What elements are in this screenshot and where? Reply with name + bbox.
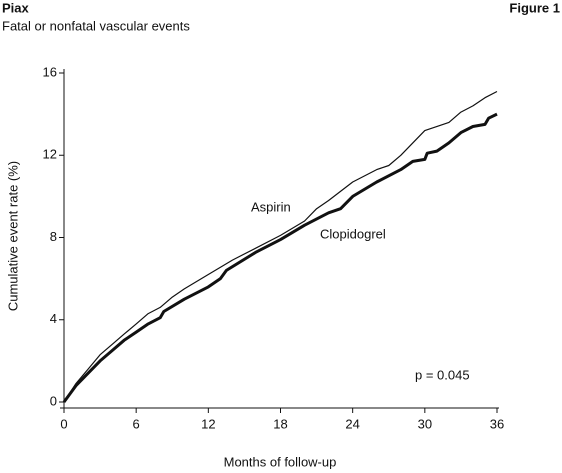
y-tick-label: 4 (50, 311, 57, 326)
chart-title: Piax (2, 0, 30, 15)
x-tick-label: 24 (345, 416, 359, 431)
x-tick-label: 36 (490, 416, 504, 431)
p-value: p = 0.045 (415, 367, 470, 382)
y-tick-label: 12 (43, 147, 57, 162)
series-line (63, 90, 498, 403)
series-label: Aspirin (251, 199, 291, 214)
y-tick-label: 16 (43, 64, 57, 79)
x-tick-label: 12 (201, 416, 215, 431)
x-tick-label: 30 (418, 416, 432, 431)
chart-subtitle: Fatal or nonfatal vascular events (2, 18, 190, 33)
x-axis-label: Months of follow-up (224, 454, 337, 469)
y-tick-label: 8 (50, 229, 57, 244)
x-tick-label: 18 (273, 416, 287, 431)
y-tick-label: 0 (50, 393, 57, 408)
series-label: Clopidogrel (320, 226, 386, 241)
series-line (62, 112, 498, 403)
y-axis-label: Cumulative event rate (%) (5, 161, 20, 311)
figure-label: Figure 1 (509, 0, 560, 15)
x-tick-label: 6 (133, 416, 140, 431)
x-tick-label: 0 (60, 416, 67, 431)
